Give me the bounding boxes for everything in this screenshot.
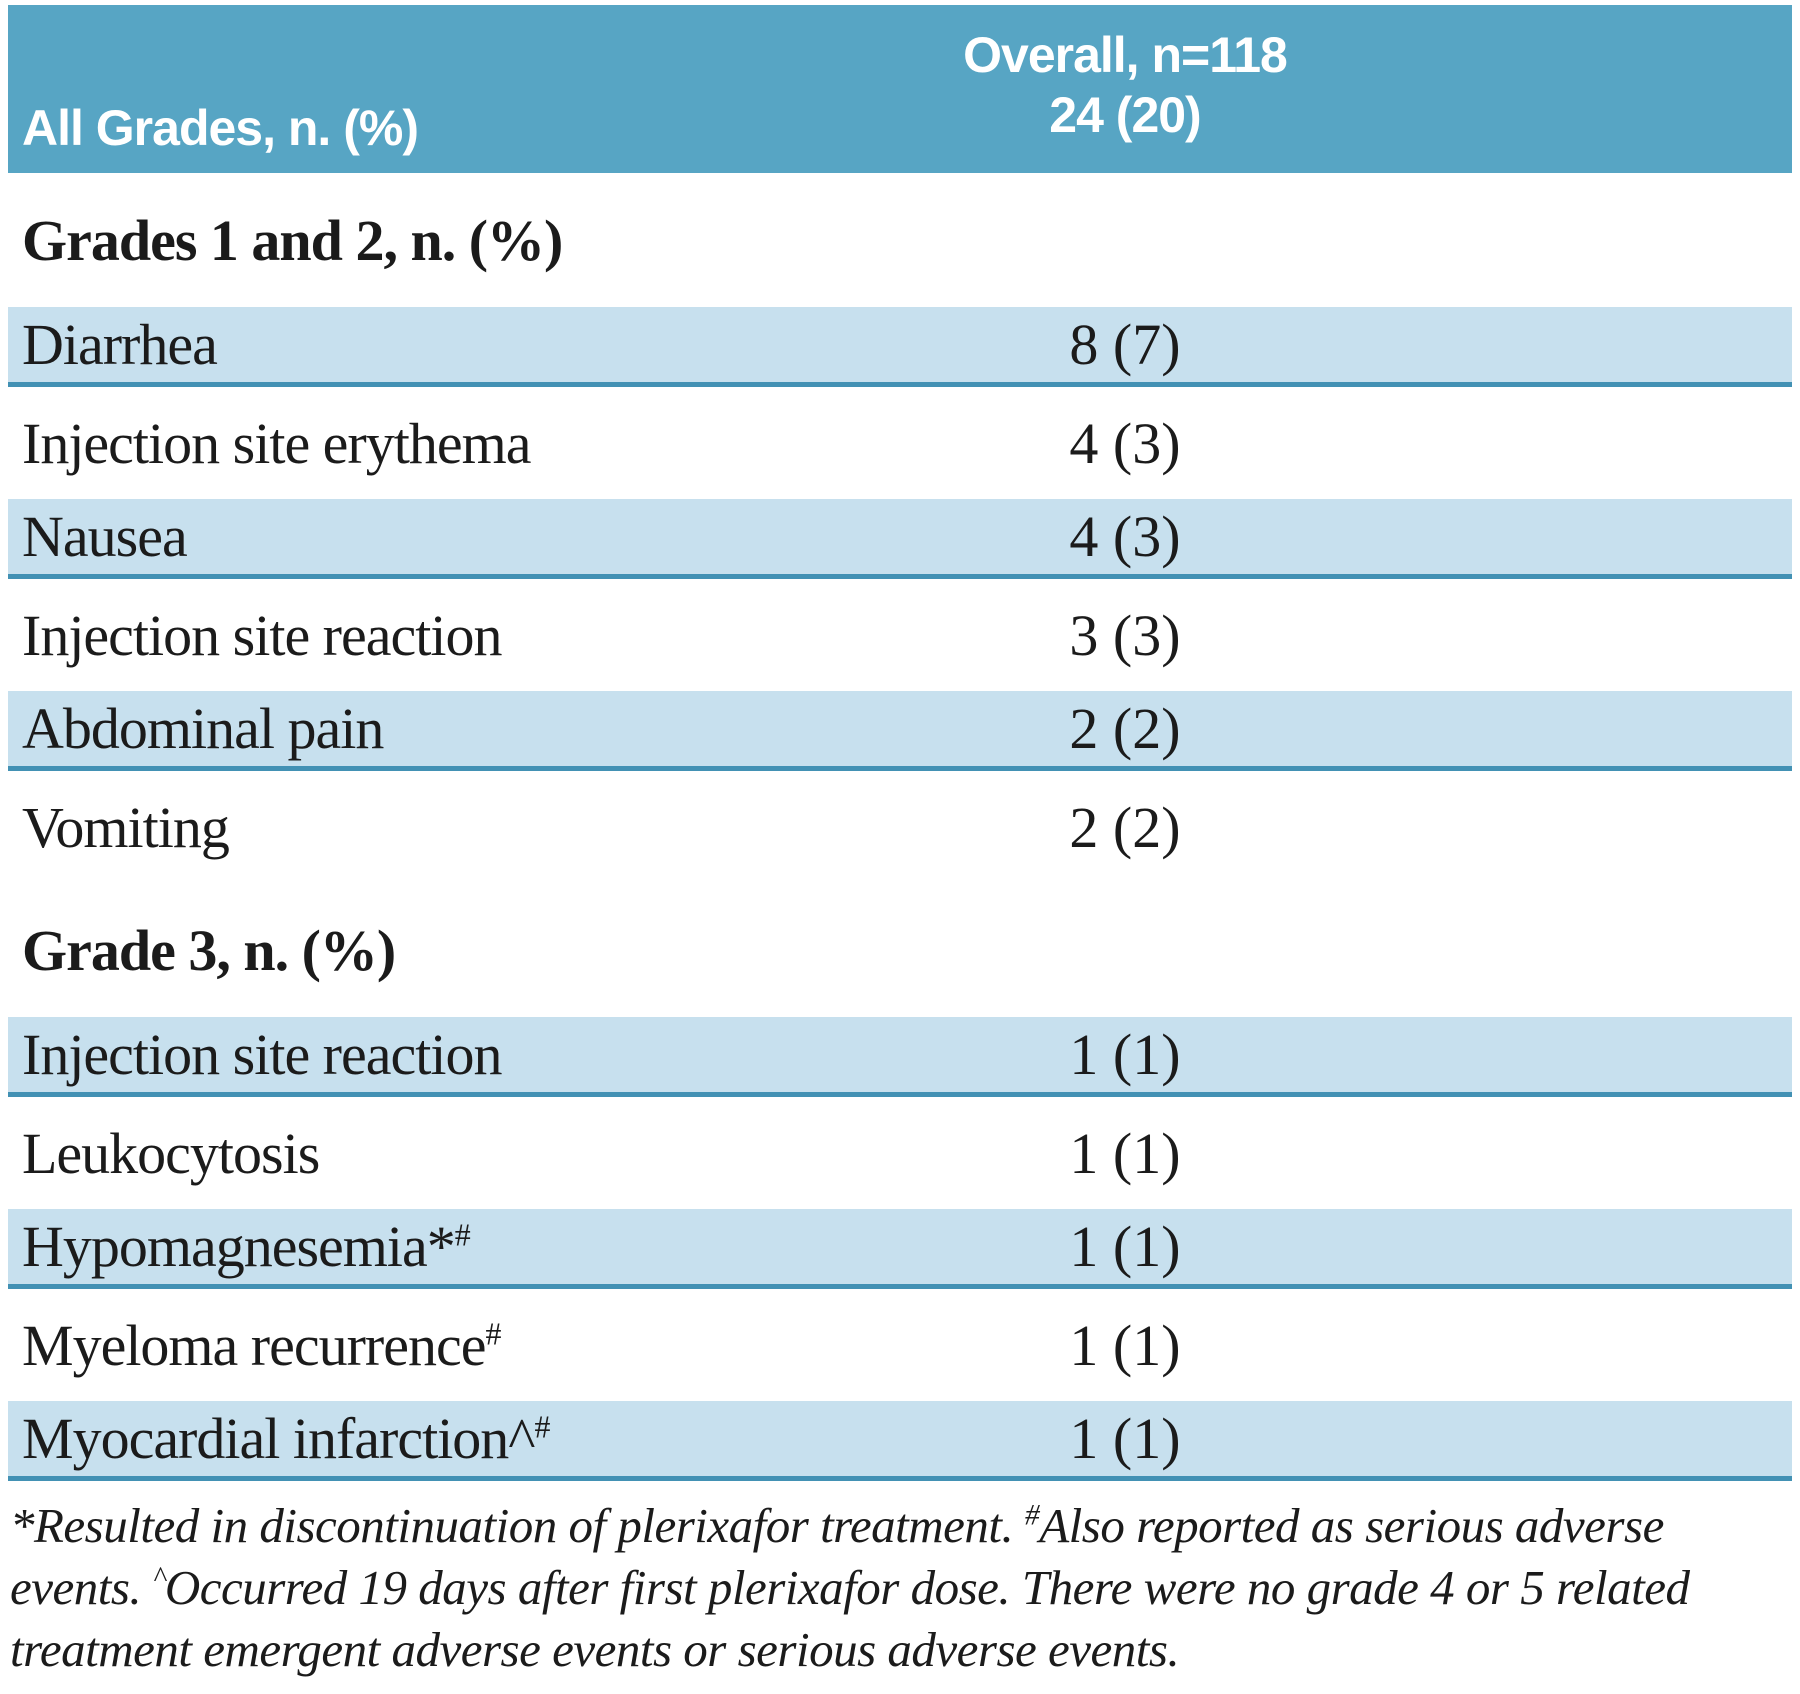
table-header: All Grades, n. (%) Overall, n=118 24 (20… [8, 5, 1792, 173]
table-row: Injection site reaction 3 (3) [8, 579, 1792, 691]
row-value: 1 (1) [1069, 1312, 1181, 1378]
row-value: 1 (1) [1069, 1214, 1181, 1279]
table-row: Vomiting 2 (2) [8, 771, 1792, 883]
table-row: Myeloma recurrence# 1 (1) [8, 1289, 1792, 1401]
footnote-marker-caret: ^ [152, 1561, 165, 1594]
row-value: 3 (3) [1069, 602, 1181, 668]
header-overall-value: 24 (20) [1049, 87, 1201, 143]
row-value: 4 (3) [1069, 504, 1181, 569]
row-label: Abdominal pain [22, 696, 384, 761]
row-label: Nausea [22, 504, 188, 569]
row-value: 1 (1) [1069, 1120, 1181, 1186]
row-label: Myocardial infarction^# [22, 1406, 551, 1471]
table-row: Myocardial infarction^# 1 (1) [8, 1401, 1792, 1481]
row-label: Diarrhea [22, 312, 218, 377]
table-row: Abdominal pain 2 (2) [8, 691, 1792, 771]
footnote-marker: # [485, 1316, 501, 1352]
table-row: Injection site erythema 4 (3) [8, 387, 1792, 499]
header-overall-n: Overall, n=118 [963, 27, 1288, 83]
footnote-marker-hash: # [1025, 1499, 1040, 1532]
section-title-grade-3: Grade 3, n. (%) [22, 917, 396, 983]
section-title-grades-1-2: Grades 1 and 2, n. (%) [22, 207, 563, 273]
adverse-events-table: All Grades, n. (%) Overall, n=118 24 (20… [0, 5, 1800, 1694]
table-row: Injection site reaction 1 (1) [8, 1017, 1792, 1097]
footnote: *Resulted in discontinuation of plerixaf… [10, 1498, 1690, 1677]
row-label: Leukocytosis [22, 1120, 320, 1186]
table-row: Diarrhea 8 (7) [8, 307, 1792, 387]
row-value: 8 (7) [1069, 312, 1181, 377]
row-value: 2 (2) [1069, 794, 1181, 860]
row-value: 2 (2) [1069, 696, 1181, 761]
footnote-marker: # [454, 1217, 471, 1253]
footnote-marker: # [534, 1409, 551, 1445]
row-value: 1 (1) [1069, 1406, 1181, 1471]
row-label: Injection site reaction [22, 602, 502, 668]
table-row: Leukocytosis 1 (1) [8, 1097, 1792, 1209]
table-row: Nausea 4 (3) [8, 499, 1792, 579]
header-left-label: All Grades, n. (%) [22, 100, 419, 156]
row-value: 1 (1) [1069, 1022, 1181, 1087]
row-label: Vomiting [22, 794, 230, 860]
row-label: Injection site erythema [22, 410, 531, 476]
row-label: Injection site reaction [22, 1022, 502, 1087]
row-label: Myeloma recurrence# [22, 1312, 501, 1378]
table-row: Hypomagnesemia*# 1 (1) [8, 1209, 1792, 1289]
row-label: Hypomagnesemia*# [22, 1214, 471, 1279]
header-overall-column: Overall, n=118 24 (20) [900, 25, 1350, 145]
row-value: 4 (3) [1069, 410, 1181, 476]
